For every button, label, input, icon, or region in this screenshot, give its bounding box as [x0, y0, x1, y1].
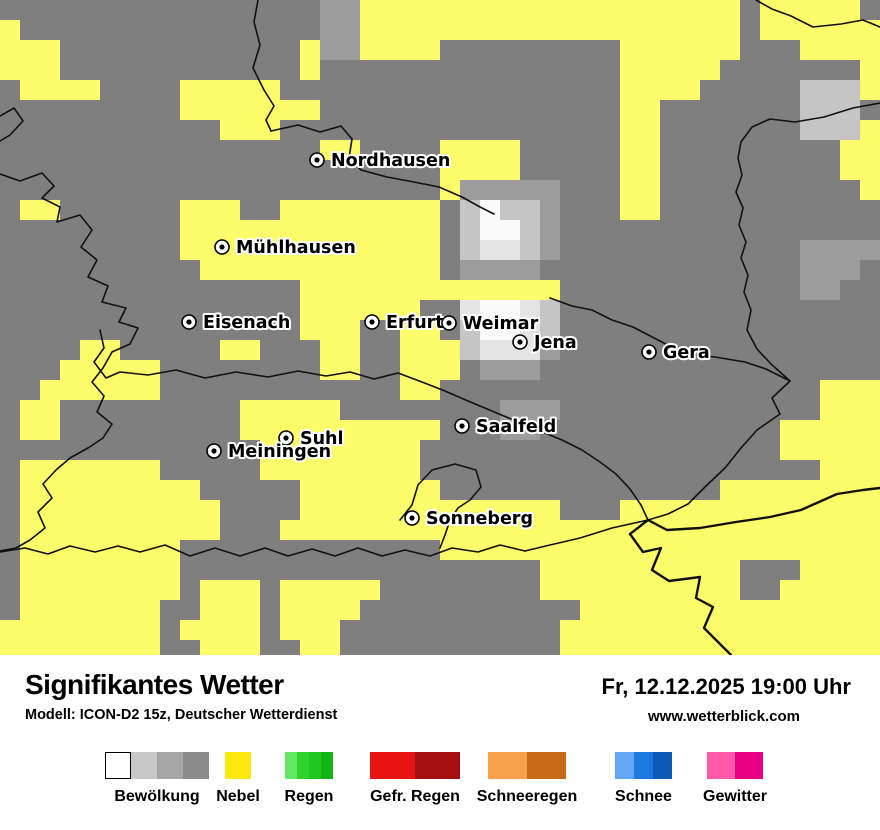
city-dot-center [646, 349, 652, 355]
legend-swatch [653, 752, 672, 779]
legend-swatch [634, 752, 653, 779]
legend-label: Nebel [216, 788, 260, 805]
city-dot-center [211, 448, 217, 454]
city-label: Sonneberg [426, 509, 533, 529]
city-label: Nordhausen [331, 151, 450, 171]
legend-swatch [488, 752, 527, 779]
city-marker: Weimar [441, 312, 541, 336]
legend-color-bar [105, 752, 209, 779]
city-marker: Erfurt [364, 311, 446, 335]
legend-color-bar [488, 752, 566, 779]
legend-swatch [225, 752, 251, 779]
city-label: Eisenach [203, 313, 290, 333]
legend-color-bar [225, 752, 251, 779]
legend-label: Regen [284, 788, 334, 805]
legend-label: Schneeregen [476, 788, 578, 805]
map-footer: Signifikantes Wetter Modell: ICON-D2 15z… [0, 655, 880, 830]
weather-map-svg: Nordhausen Mühlhausen Eisenach Erfurt Weimar… [0, 0, 880, 655]
legend-swatch [157, 752, 183, 779]
city-marker: Sonneberg [404, 507, 535, 531]
city-label: Erfurt [386, 313, 444, 333]
legend-item-schnee: Schnee [615, 752, 672, 805]
map-canvas: Nordhausen Mühlhausen Eisenach Erfurt Weimar… [0, 0, 880, 655]
city-marker: Meiningen [206, 440, 333, 464]
legend-swatch [527, 752, 566, 779]
legend-swatch [285, 752, 297, 779]
legend-swatch [183, 752, 209, 779]
city-label: Weimar [463, 314, 539, 334]
website-url: www.wetterblick.com [648, 708, 800, 725]
city-marker: Suhl [278, 427, 346, 451]
page-title: Signifikantes Wetter [25, 669, 284, 700]
legend-label: Bewölkung [114, 788, 200, 805]
legend-swatch [415, 752, 460, 779]
city-label: Meiningen [228, 442, 331, 462]
legend-label: Schnee [615, 788, 672, 805]
city-dot-center [459, 423, 465, 429]
legend-swatch [131, 752, 157, 779]
city-dot-center [219, 244, 225, 250]
weather-pixel-grid [0, 0, 880, 655]
city-dot-center [517, 339, 523, 345]
city-dot-center [369, 319, 375, 325]
city-dot-center [186, 319, 192, 325]
city-label: Saalfeld [476, 417, 556, 437]
city-label: Suhl [300, 429, 344, 449]
city-marker: Jena [512, 331, 579, 355]
legend-swatch [105, 752, 131, 779]
legend-item-gefr-regen: Gefr. Regen [370, 752, 460, 805]
legend-item-gewitter: Gewitter [703, 752, 767, 805]
legend-color-bar [707, 752, 763, 779]
valid-datetime: Fr, 12.12.2025 19:00 Uhr [601, 674, 852, 699]
weather-legend: Bewölkung Nebel Regen Gefr. Regen Schneerege… [0, 752, 880, 822]
city-marker: Nordhausen [309, 149, 452, 173]
legend-color-bar [615, 752, 672, 779]
city-dot-center [283, 435, 289, 441]
city-marker: Saalfeld [454, 415, 558, 439]
city-dot-center [446, 320, 452, 326]
legend-label: Gefr. Regen [370, 788, 460, 805]
city-label: Mühlhausen [236, 238, 356, 258]
city-label: Jena [533, 333, 577, 353]
city-marker: Gera [641, 341, 712, 365]
legend-swatch [321, 752, 333, 779]
legend-item-nebel: Nebel [216, 752, 260, 805]
model-info: Modell: ICON-D2 15z, Deutscher Wetterdie… [25, 707, 338, 723]
city-dot-center [409, 515, 415, 521]
legend-swatch [735, 752, 763, 779]
city-marker: Eisenach [181, 311, 292, 335]
legend-color-bar [285, 752, 333, 779]
state-borders [0, 0, 880, 655]
city-marker: Mühlhausen [214, 236, 358, 260]
legend-swatch [615, 752, 634, 779]
legend-swatch [370, 752, 415, 779]
city-dot-center [314, 157, 320, 163]
legend-item-bew-lkung: Bewölkung [105, 752, 209, 805]
legend-item-schneeregen: Schneeregen [477, 752, 577, 805]
legend-color-bar [370, 752, 460, 779]
legend-swatch [309, 752, 321, 779]
legend-swatch [297, 752, 309, 779]
legend-swatch [707, 752, 735, 779]
city-label: Gera [663, 343, 710, 363]
legend-item-regen: Regen [285, 752, 333, 805]
legend-label: Gewitter [702, 788, 768, 805]
